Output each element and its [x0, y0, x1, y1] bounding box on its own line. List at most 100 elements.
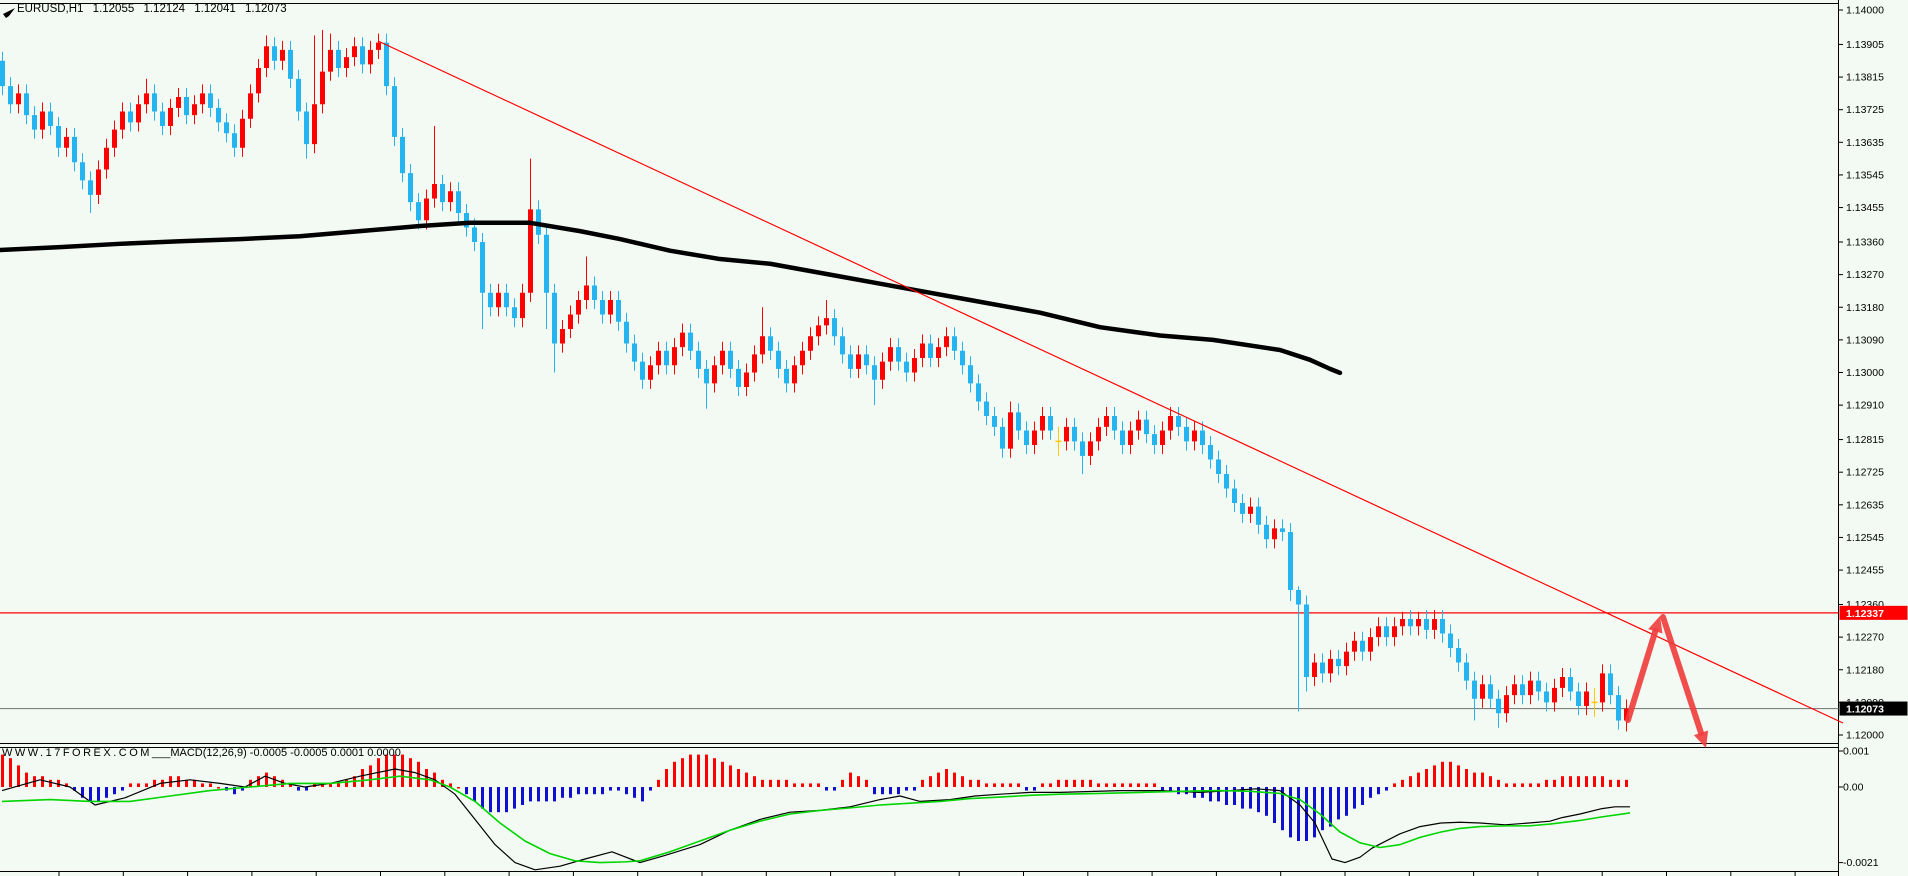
candle-body	[664, 350, 669, 366]
candle-body	[304, 111, 309, 145]
candle-body	[720, 350, 725, 366]
macd-histogram-bar	[561, 787, 564, 798]
macd-histogram-bar	[1609, 779, 1612, 787]
macd-histogram-bar	[217, 787, 220, 789]
macd-histogram-bar	[1033, 787, 1036, 791]
macd-histogram-bar	[1001, 783, 1004, 787]
macd-histogram-bar	[593, 787, 596, 795]
macd-histogram-bar	[705, 754, 708, 787]
candle-body	[1240, 503, 1245, 514]
macd-histogram-bar	[233, 787, 236, 795]
candle-body	[192, 104, 197, 116]
macd-histogram-bar	[1577, 776, 1580, 787]
macd-histogram-bar	[1169, 787, 1172, 791]
candle-body	[936, 347, 941, 358]
macd-histogram-bar	[1041, 783, 1044, 787]
macd-histogram-bar	[289, 783, 292, 787]
candle-body	[904, 361, 909, 373]
macd-histogram-bar	[529, 787, 532, 802]
macd-histogram-bar	[1585, 776, 1588, 787]
macd-histogram-bar	[865, 779, 868, 787]
forecast-arrow-down-shaft[interactable]	[1660, 614, 1705, 736]
candle-body	[928, 343, 933, 358]
macd-histogram-bar	[105, 787, 108, 798]
candle-body	[768, 336, 773, 351]
candle-body	[1184, 426, 1189, 442]
macd-histogram-bar	[329, 783, 332, 787]
bar-open-value: 1.12055	[92, 3, 135, 15]
macd-histogram-bar	[977, 779, 980, 787]
macd-histogram-bar	[1513, 783, 1516, 787]
macd-values: -0.0005 -0.0005 0.0001 0.0000	[249, 747, 401, 759]
price-axis-label: 1.13000	[1846, 367, 1884, 379]
candle-body	[288, 49, 293, 79]
macd-indicator-label: WWW.17FOREX.COM___MACD(12,26,9) -0.0005 …	[2, 747, 401, 759]
macd-histogram-bar	[505, 787, 508, 813]
candle-body	[1008, 412, 1013, 449]
macd-histogram-bar	[1321, 787, 1324, 831]
price-axis-label: 1.13360	[1846, 237, 1884, 249]
candle-body	[1024, 430, 1029, 445]
candle-body	[1304, 604, 1309, 677]
candle-body	[88, 180, 93, 195]
macd-histogram-bar	[601, 787, 604, 795]
forecast-arrow-down-head[interactable]	[1693, 730, 1709, 748]
macd-histogram-bar	[1353, 787, 1356, 809]
macd-histogram-bar	[1337, 787, 1340, 820]
candle-body	[912, 358, 917, 373]
candle-body	[808, 336, 813, 351]
candle-body	[256, 68, 261, 94]
candle-body	[1112, 416, 1117, 431]
price-axis-label: 1.13455	[1846, 202, 1884, 214]
candle-body	[1432, 619, 1437, 630]
forecast-arrow-up-head[interactable]	[1648, 616, 1663, 634]
descending-trendline[interactable]	[377, 40, 1844, 724]
candle-body	[392, 86, 397, 137]
candle-body	[568, 314, 573, 329]
candle-body	[1536, 680, 1541, 692]
price-axis-label: 1.12180	[1846, 664, 1884, 676]
macd-name: MACD(12,26,9)	[170, 747, 247, 759]
candle-body	[136, 104, 141, 123]
macd-histogram-bar	[1457, 765, 1460, 787]
price-axis-label: 1.13090	[1846, 334, 1884, 346]
macd-histogram-bar	[25, 772, 28, 787]
candle-body	[248, 93, 253, 119]
macd-histogram-bar	[1273, 787, 1276, 823]
candle-body	[776, 350, 781, 369]
macd-histogram-bar	[41, 776, 44, 787]
macd-histogram-bar	[1617, 779, 1620, 787]
candle-body	[512, 307, 517, 319]
bar-low-value: 1.12041	[194, 3, 236, 15]
candle-body	[1440, 619, 1445, 634]
candle-body	[1544, 691, 1549, 703]
candle-body	[632, 343, 637, 362]
macd-histogram-bar	[1449, 761, 1452, 787]
candle-body	[592, 285, 597, 300]
macd-histogram-bar	[841, 779, 844, 787]
candle-body	[240, 118, 245, 148]
macd-histogram-bar	[881, 787, 884, 795]
macd-histogram-bar	[1561, 776, 1564, 787]
macd-histogram-bar	[441, 779, 444, 787]
bar-high-value: 1.12124	[143, 3, 186, 15]
candle-body	[328, 49, 333, 72]
candle-body	[1176, 416, 1181, 427]
macd-histogram-bar	[1569, 776, 1572, 787]
forecast-arrow-up-shaft[interactable]	[1625, 628, 1659, 723]
candle-body	[504, 292, 509, 308]
macd-histogram-bar	[625, 787, 628, 795]
candle-body	[520, 292, 525, 319]
macd-histogram-bar	[729, 765, 732, 787]
candle-body	[336, 49, 341, 68]
candle-body	[992, 416, 997, 427]
macd-histogram-bar	[81, 787, 84, 798]
candle-body	[576, 300, 581, 315]
macd-histogram-bar	[1081, 779, 1084, 787]
candle-body	[1320, 662, 1325, 674]
macd-histogram-bar	[753, 776, 756, 787]
macd-histogram-bar	[713, 758, 716, 787]
macd-histogram-bar	[297, 787, 300, 791]
candle-body	[1360, 640, 1365, 652]
